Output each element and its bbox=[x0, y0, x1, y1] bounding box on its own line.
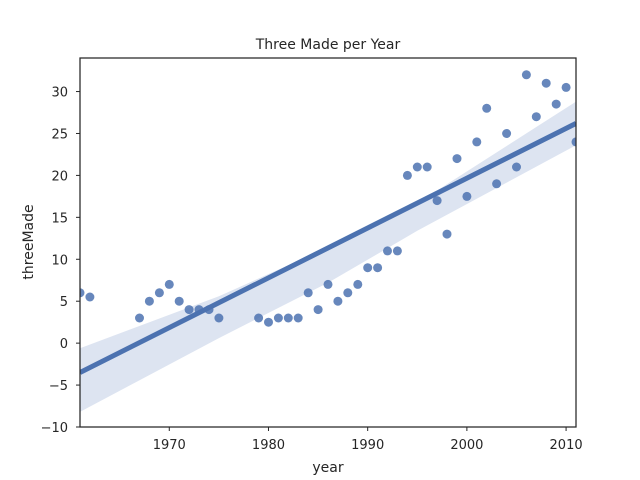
y-tick-label: 20 bbox=[51, 169, 68, 184]
data-point bbox=[313, 305, 323, 315]
data-point bbox=[273, 313, 283, 323]
data-point bbox=[135, 313, 144, 323]
data-point bbox=[85, 292, 95, 302]
data-point bbox=[531, 112, 541, 122]
data-point bbox=[402, 170, 412, 180]
data-point bbox=[373, 263, 383, 273]
x-tick-label: 1980 bbox=[252, 438, 285, 453]
x-tick-label: 2010 bbox=[550, 438, 583, 453]
data-point bbox=[363, 263, 373, 273]
data-point bbox=[164, 279, 174, 289]
data-point bbox=[492, 179, 502, 189]
data-point bbox=[392, 246, 402, 256]
y-tick-label: 25 bbox=[51, 127, 68, 142]
data-point bbox=[174, 296, 184, 306]
data-point bbox=[452, 154, 462, 164]
data-point bbox=[502, 129, 512, 138]
y-tick-label: 15 bbox=[51, 211, 68, 226]
data-point bbox=[482, 103, 492, 113]
data-point bbox=[254, 313, 264, 323]
y-axis: −10 −5 0 5 10 15 20 25 30 bbox=[41, 86, 80, 436]
data-point bbox=[561, 82, 571, 92]
data-point bbox=[551, 99, 561, 109]
data-point bbox=[343, 288, 353, 298]
data-point bbox=[323, 279, 333, 289]
data-point bbox=[293, 313, 303, 323]
data-point bbox=[571, 137, 576, 147]
x-tick-label: 2000 bbox=[450, 438, 483, 453]
data-point bbox=[472, 137, 482, 147]
y-tick-label: 0 bbox=[60, 337, 68, 352]
data-point bbox=[541, 78, 551, 88]
data-point bbox=[353, 279, 363, 289]
data-point bbox=[432, 196, 442, 206]
data-point bbox=[204, 305, 214, 315]
data-point bbox=[194, 305, 204, 315]
x-axis-label: year bbox=[312, 460, 343, 476]
data-point bbox=[154, 288, 164, 298]
chart-title: Three Made per Year bbox=[255, 37, 401, 53]
data-point bbox=[462, 191, 472, 201]
y-tick-label: −5 bbox=[49, 379, 68, 394]
regression-line bbox=[80, 121, 576, 375]
data-point bbox=[303, 288, 313, 298]
y-tick-label: 10 bbox=[51, 253, 68, 268]
data-point bbox=[214, 313, 224, 323]
plot-area bbox=[80, 70, 576, 412]
x-tick-label: 1990 bbox=[351, 438, 384, 453]
data-point bbox=[333, 296, 343, 306]
data-point bbox=[80, 288, 85, 298]
data-point bbox=[144, 296, 154, 306]
data-point bbox=[512, 162, 521, 172]
data-point bbox=[442, 229, 452, 239]
data-point bbox=[412, 162, 422, 172]
data-point bbox=[383, 246, 392, 256]
data-point bbox=[184, 305, 194, 315]
y-tick-label: 5 bbox=[60, 295, 68, 310]
y-axis-label: threeMade bbox=[21, 204, 37, 279]
plot-frame bbox=[79, 57, 577, 428]
data-point bbox=[283, 313, 293, 323]
y-tick-label: −10 bbox=[41, 421, 68, 436]
data-point bbox=[422, 162, 432, 172]
data-point bbox=[264, 317, 273, 327]
x-axis: 1970 1980 1990 2000 2010 bbox=[153, 427, 583, 453]
confidence-band bbox=[80, 101, 576, 412]
y-tick-label: 30 bbox=[51, 86, 68, 101]
data-point bbox=[521, 70, 531, 80]
x-tick-label: 1970 bbox=[153, 438, 186, 453]
